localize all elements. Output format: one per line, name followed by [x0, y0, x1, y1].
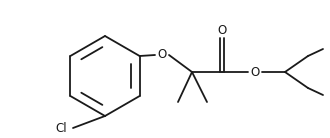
Text: O: O — [250, 66, 260, 79]
Text: O: O — [157, 48, 167, 62]
Text: Cl: Cl — [55, 121, 67, 135]
Text: O: O — [217, 23, 227, 36]
